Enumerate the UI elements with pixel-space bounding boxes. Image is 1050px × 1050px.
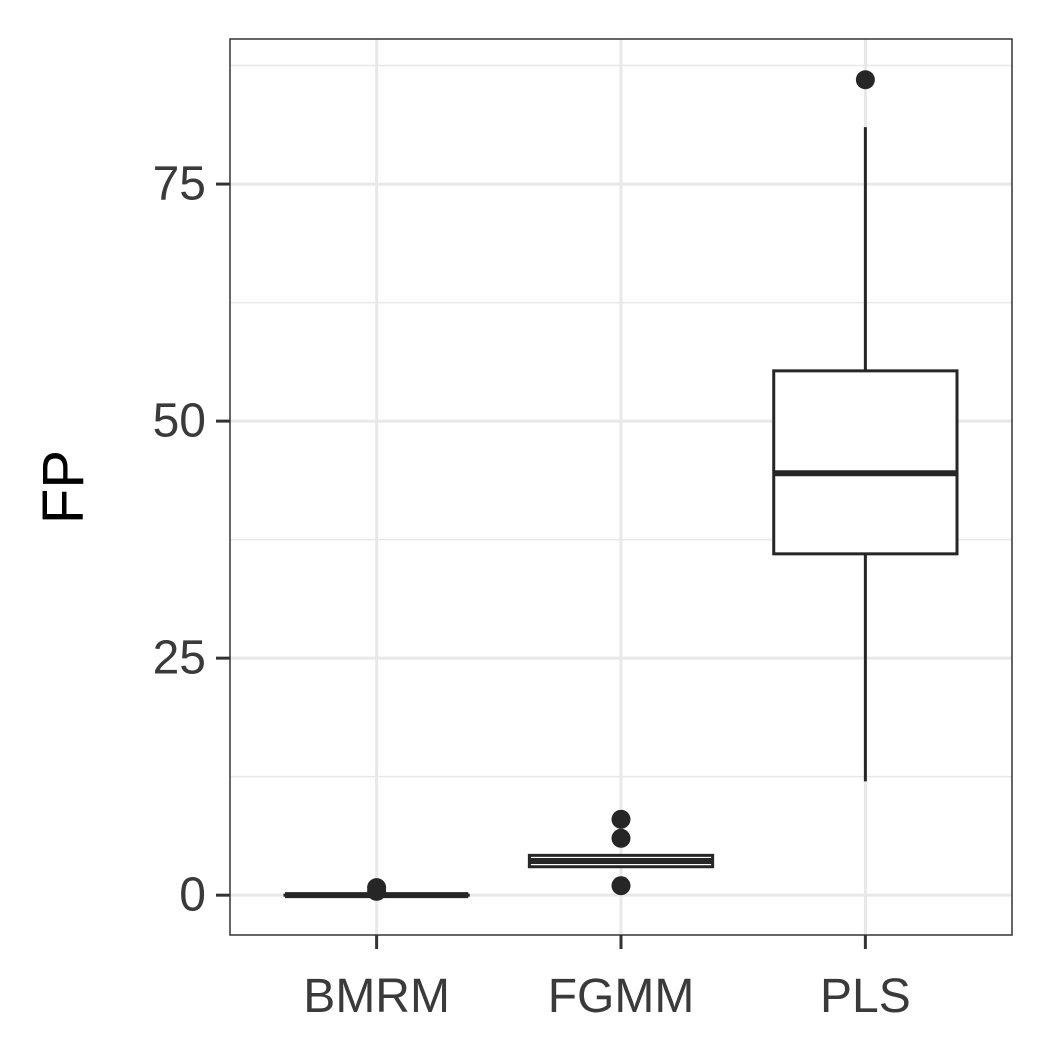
y-tick-label: 0 — [179, 869, 206, 922]
axis-layer: 0 25 50 75 BMRM FGMM PLS — [153, 158, 911, 1023]
outlier-point — [855, 70, 875, 90]
y-tick-label: 75 — [153, 158, 206, 211]
outlier-point — [611, 809, 631, 829]
box-group-pls — [772, 70, 959, 782]
x-tick-label: PLS — [820, 970, 911, 1023]
x-tick-label: BMRM — [303, 970, 450, 1023]
outlier-point — [611, 828, 631, 848]
box-layer — [283, 70, 959, 901]
box-group-fgmm — [527, 809, 715, 896]
y-axis-title: FP — [31, 450, 96, 524]
y-tick-label: 50 — [153, 395, 206, 448]
outlier-point — [611, 876, 631, 896]
box-group-bmrm — [283, 878, 470, 901]
outlier-point — [367, 881, 387, 901]
box-iqr — [772, 369, 959, 556]
y-tick-label: 25 — [153, 632, 206, 685]
x-tick-label: FGMM — [548, 970, 695, 1023]
